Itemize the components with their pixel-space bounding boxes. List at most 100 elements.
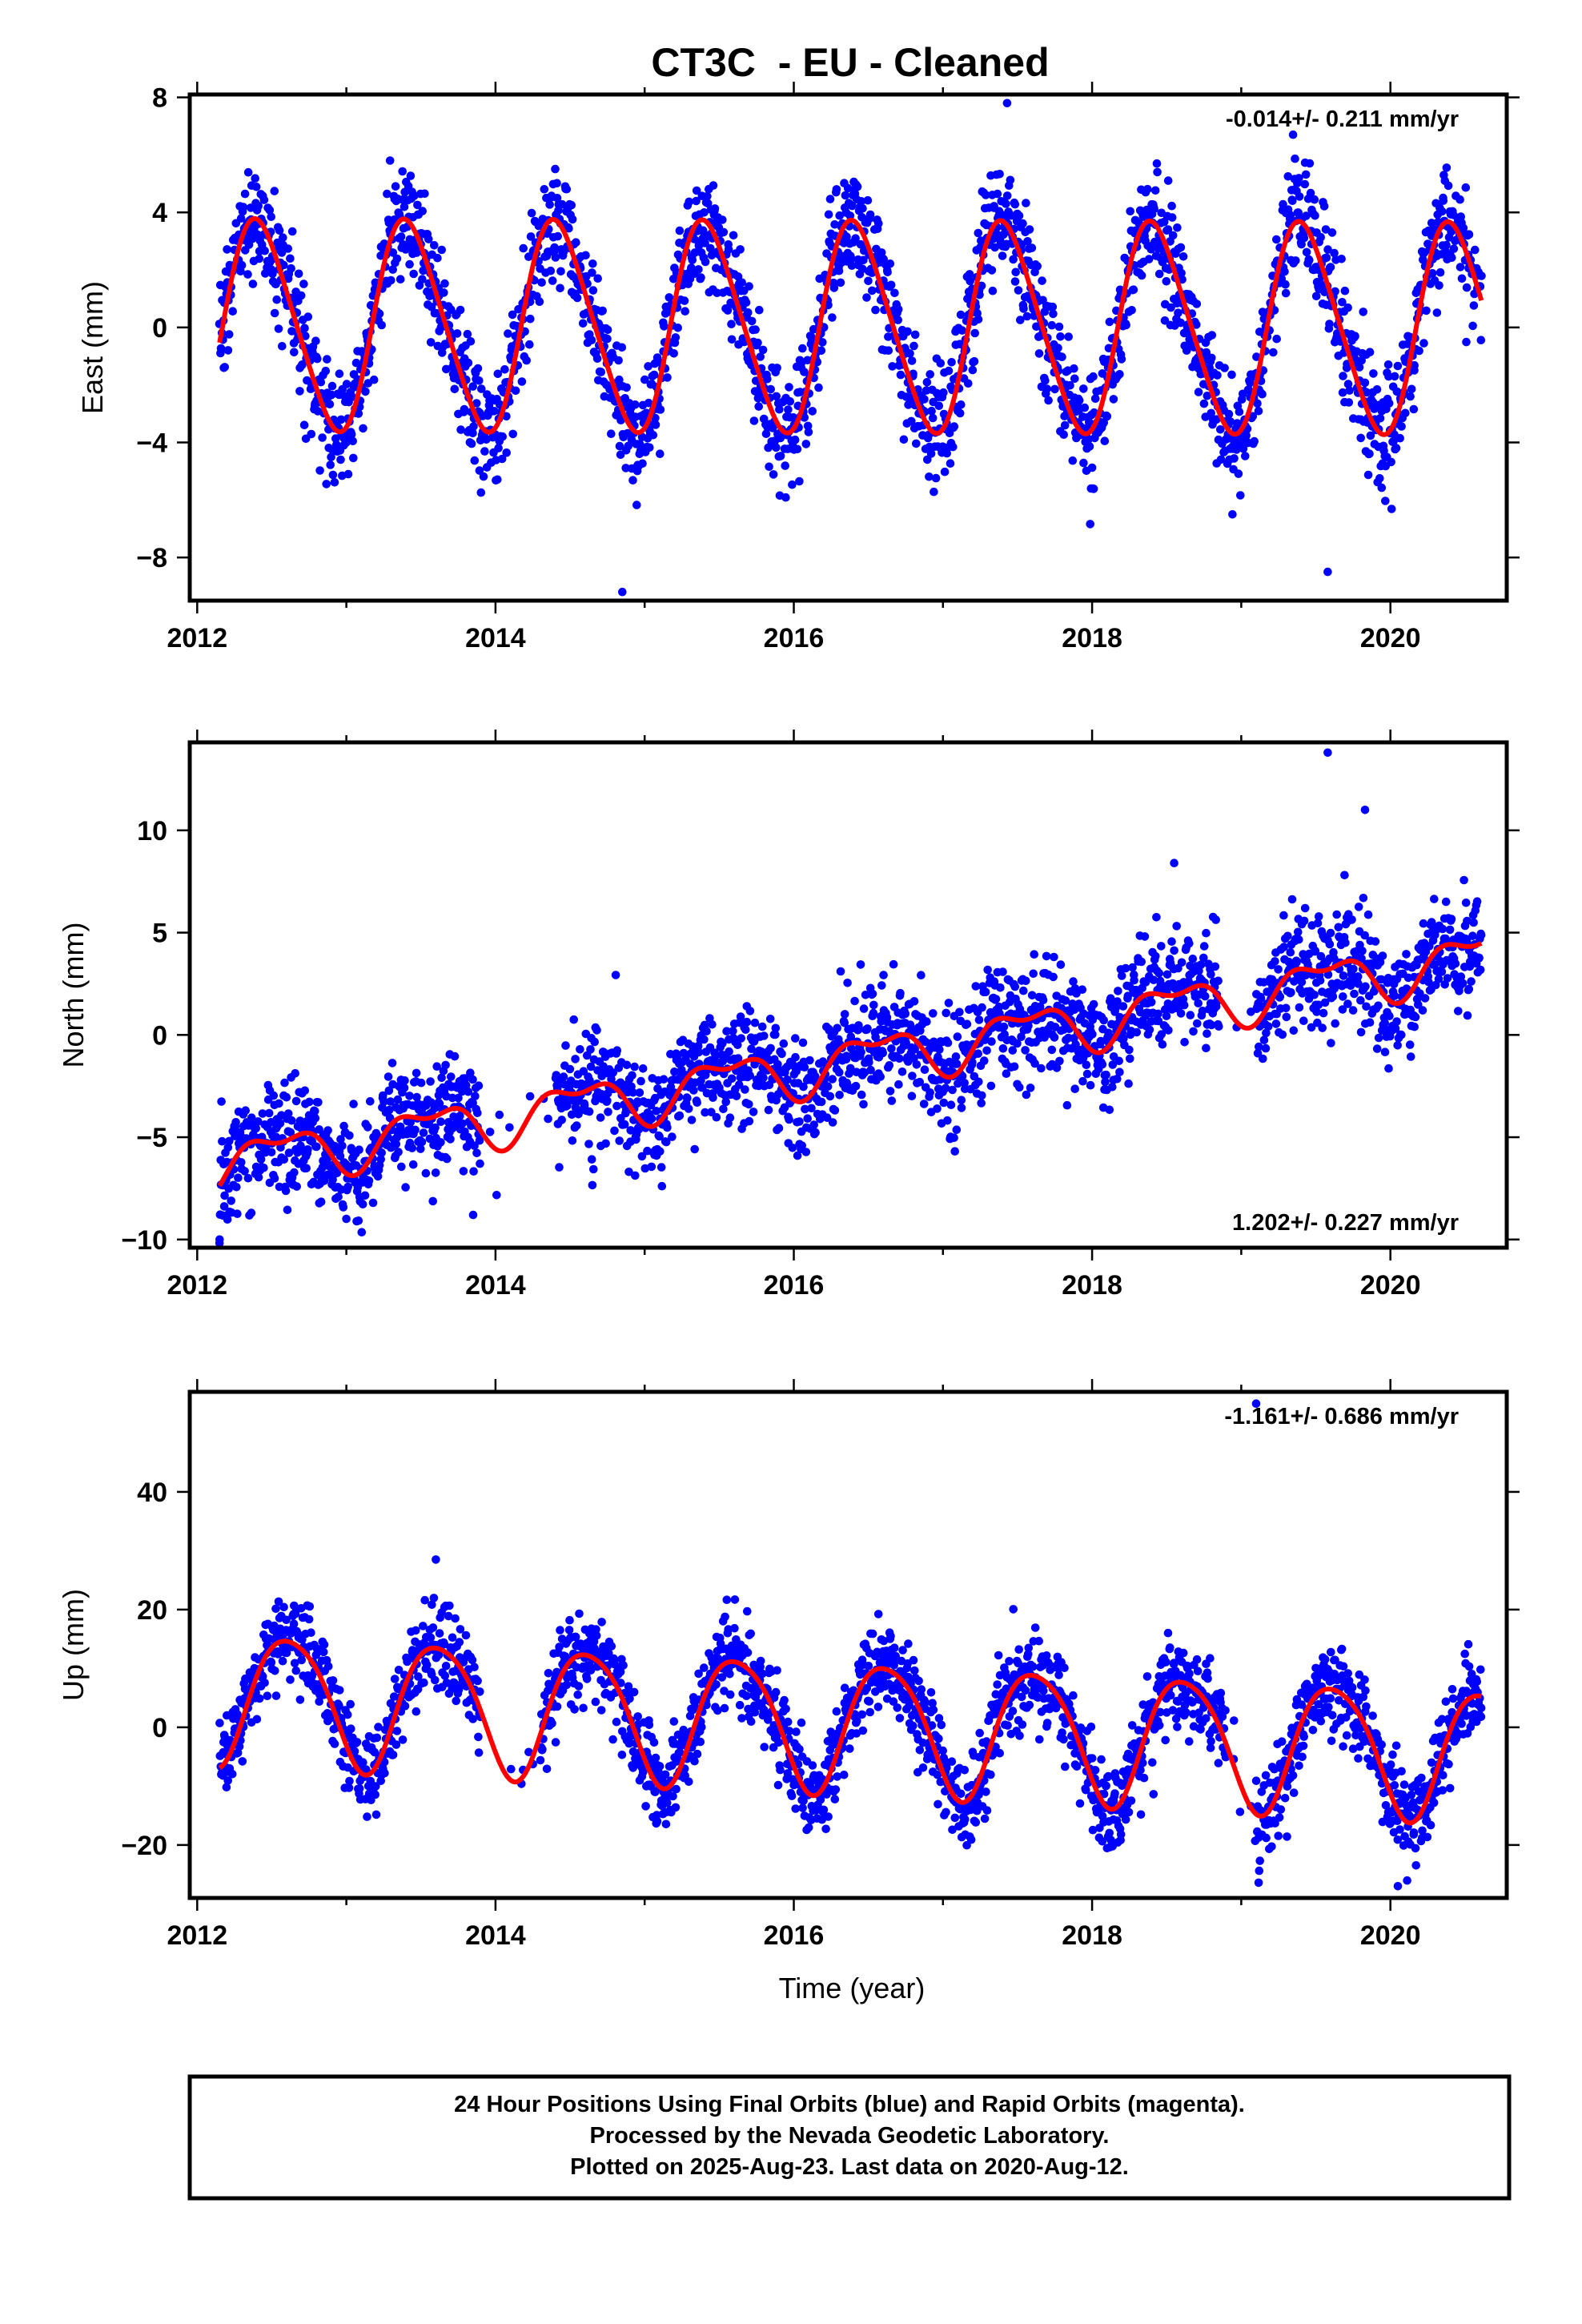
data-point [307,429,316,439]
data-point [656,1147,665,1156]
data-point [469,1167,478,1176]
data-point [437,245,446,255]
data-point [223,1215,232,1224]
data-point [1469,918,1478,927]
data-point [271,1691,281,1700]
data-point [801,1148,811,1156]
data-point [617,343,627,352]
data-point [243,270,252,279]
data-point [774,1124,784,1132]
data-point [893,316,902,324]
data-point [354,1216,363,1225]
data-point [722,1027,731,1035]
data-point [330,478,339,487]
data-point [689,1086,698,1095]
data-point [657,1181,667,1191]
data-point [303,312,313,321]
data-point [848,201,857,211]
data-point [286,254,295,263]
data-point [779,1039,789,1048]
data-point [417,1137,427,1147]
data-point [369,375,379,384]
data-point [1437,967,1447,976]
data-point [1301,170,1311,179]
data-point [1447,915,1456,923]
data-point [349,1100,358,1108]
data-point [1042,951,1051,961]
data-point [1286,947,1295,957]
data-point [1203,392,1212,400]
data-point [854,1021,863,1030]
data-point [783,1076,792,1084]
data-point [466,337,476,346]
data-point [615,441,624,451]
data-point [311,336,320,346]
data-point [494,444,503,452]
data-point [343,1182,353,1192]
data-point [1126,1054,1134,1063]
velocity-label: 1.202+/- 0.227 mm/yr [1232,1210,1459,1236]
data-point [1213,371,1222,380]
data-point [747,1044,756,1053]
data-point [239,203,248,211]
data-point [1458,979,1468,988]
data-point [592,354,602,364]
data-point [548,276,557,285]
data-point [1305,159,1315,168]
data-point [1108,1060,1118,1069]
data-point [742,1017,752,1027]
data-point [290,1659,299,1668]
data-point [878,1048,887,1058]
data-point [1375,414,1385,423]
data-point [1409,404,1419,414]
data-point [282,1648,291,1658]
data-point [1287,895,1297,904]
data-point [980,1056,989,1065]
data-point [430,241,439,250]
data-point [1259,1054,1267,1063]
data-point [1410,1022,1419,1031]
data-point [968,1058,977,1067]
data-point [458,1119,467,1128]
data-point [1108,1083,1117,1092]
data-point [260,246,270,255]
data-point [1331,287,1339,296]
data-point [584,1140,593,1148]
data-point [290,348,299,357]
data-point [348,436,358,446]
data-point [1271,957,1279,966]
data-point [323,1126,332,1135]
data-point [492,1191,501,1200]
data-point [1008,1046,1018,1055]
data-point [471,1092,480,1100]
data-point [1226,417,1235,426]
data-point [1082,1069,1092,1079]
data-point [1280,267,1289,276]
data-point [1185,939,1194,948]
data-point [999,230,1008,239]
data-point [791,1034,800,1043]
data-point [803,1114,812,1123]
data-point [300,324,309,333]
data-point [903,327,912,336]
data-point [1259,1035,1269,1044]
data-point [614,356,623,365]
data-point [707,1108,716,1116]
data-point [1166,303,1175,312]
data-point [322,480,331,489]
data-point [1361,982,1370,991]
data-point [885,1087,895,1096]
data-point [647,1114,656,1124]
data-point [830,1106,840,1115]
data-point [801,1104,809,1114]
data-point [1162,1011,1171,1020]
data-point [1086,520,1094,529]
data-point [364,1176,374,1185]
data-point [893,305,903,314]
data-point [287,327,296,336]
data-point [323,1662,333,1671]
data-point [611,971,620,979]
data-point [640,375,649,384]
data-point [901,1009,910,1019]
data-point [232,1183,241,1192]
